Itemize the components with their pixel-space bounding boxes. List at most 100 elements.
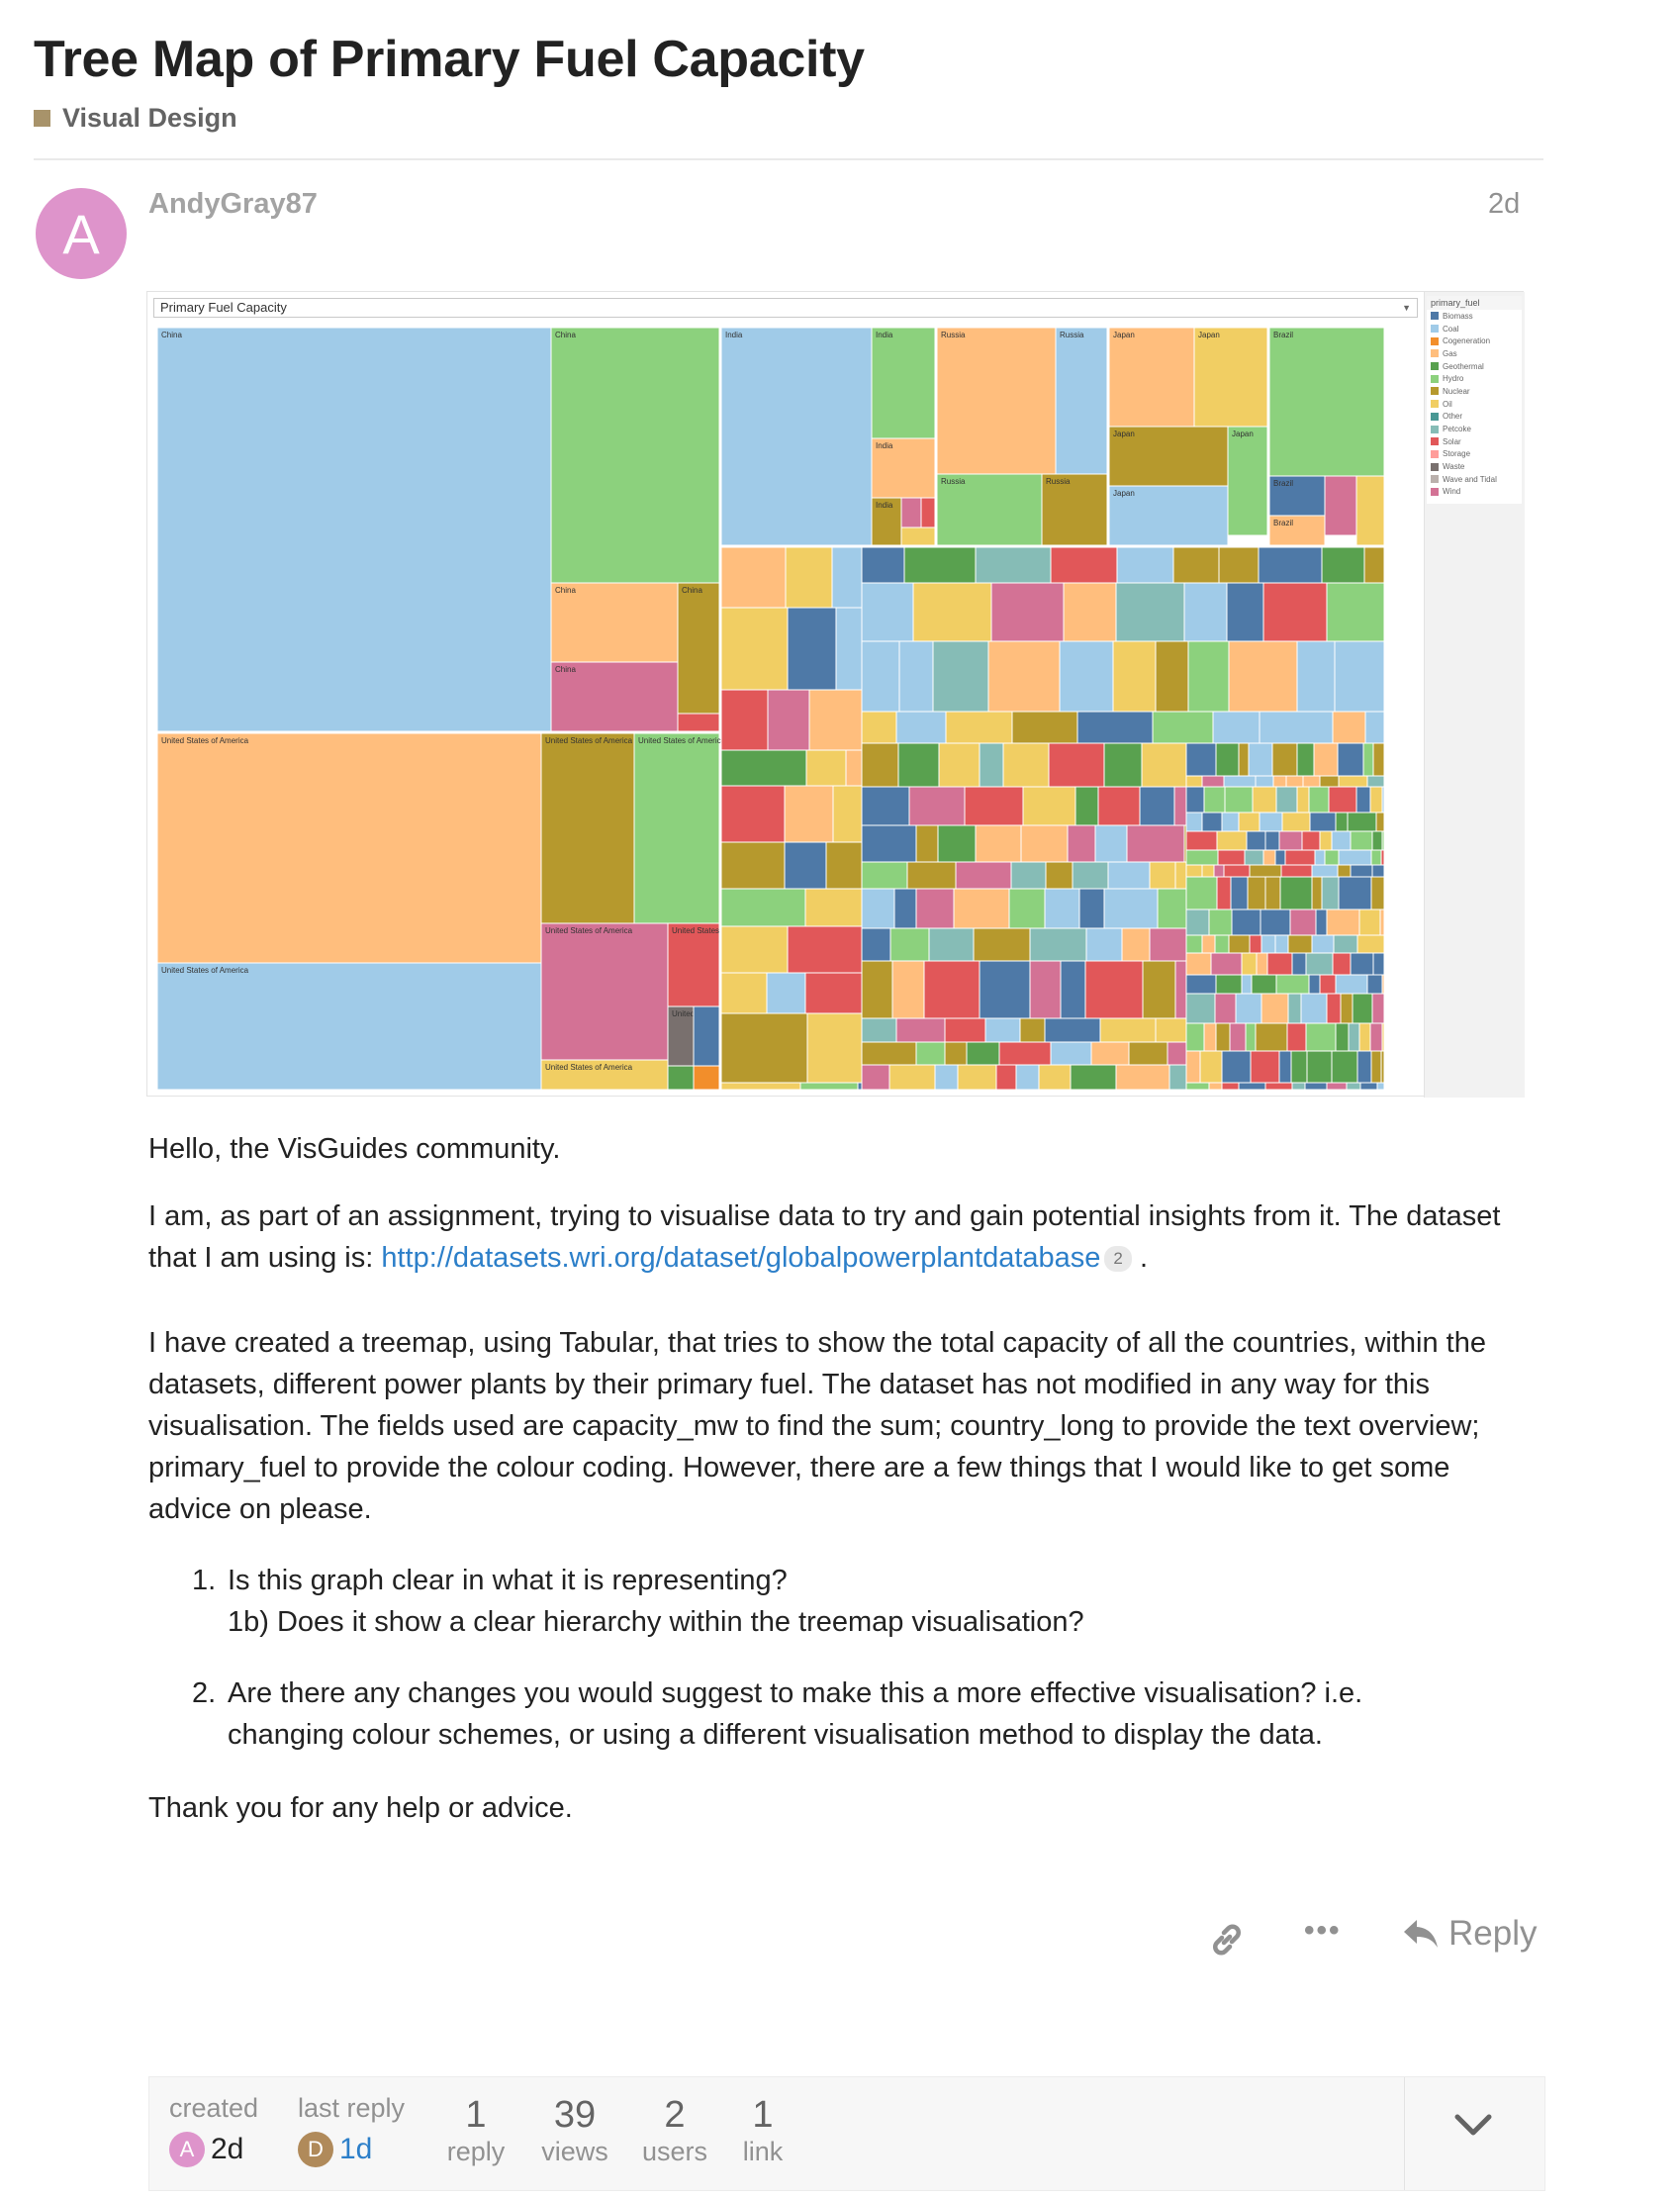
treemap-cell: [966, 1041, 1000, 1066]
avatar[interactable]: A: [169, 2132, 205, 2167]
treemap-cell: [1019, 1017, 1046, 1043]
treemap-cell-label: China: [555, 331, 576, 339]
treemap-cell: [893, 888, 917, 929]
last-reply-stat[interactable]: last reply D 1d: [298, 2093, 405, 2167]
treemap-cell: [1326, 908, 1360, 936]
treemap-cell: [861, 960, 893, 1019]
treemap-cell: [1185, 1022, 1205, 1052]
treemap-cell: [720, 925, 789, 974]
treemap-cell: [938, 742, 980, 788]
treemap-cell-label: Russia: [941, 477, 966, 486]
legend-item: Coal: [1427, 323, 1522, 335]
post-date[interactable]: 2d: [1488, 188, 1521, 220]
treemap-cell: [1266, 952, 1293, 976]
treemap-cell: [1363, 546, 1385, 584]
treemap-cell: [915, 1041, 946, 1066]
treemap-cell: [1321, 876, 1340, 910]
treemap-cell: [1364, 711, 1385, 744]
topic-title[interactable]: Tree Map of Primary Fuel Capacity: [34, 31, 865, 88]
treemap-cell: [805, 749, 847, 787]
treemap-cell: [1045, 861, 1073, 890]
treemap-cell: [825, 841, 863, 890]
treemap-cell-label: Japan: [1113, 430, 1135, 438]
treemap-cell: [1291, 952, 1307, 976]
treemap-cell: [1078, 888, 1105, 929]
treemap-cell: [1321, 546, 1365, 584]
treemap-cell: [1238, 742, 1250, 777]
list-line: Is this graph clear in what it is repres…: [228, 1565, 788, 1596]
legend-swatch: [1431, 400, 1439, 409]
treemap-cell: [1308, 786, 1330, 813]
link-icon[interactable]: [1207, 1920, 1247, 1960]
treemap-cell: [1334, 640, 1385, 713]
treemap-cell: [1072, 861, 1109, 890]
treemap-cell: [936, 473, 1043, 546]
treemap-cell: [1185, 908, 1210, 936]
treemap-cell: [1238, 1082, 1266, 1090]
chevron-down-icon[interactable]: [1453, 2111, 1493, 2141]
treemap-cell: [1185, 974, 1217, 995]
treemap-cell: [1381, 786, 1385, 813]
treemap-cell: [1108, 485, 1229, 546]
legend-label: Wave and Tidal: [1443, 474, 1497, 484]
treemap-cell: [998, 1041, 1052, 1066]
treemap-cell: [1337, 864, 1352, 878]
legend-item: Gas: [1427, 347, 1522, 360]
more-actions-button[interactable]: •••: [1304, 1914, 1342, 1947]
treemap-cell: [964, 786, 1024, 826]
reply-button[interactable]: Reply: [1403, 1914, 1537, 1954]
treemap-cell: [861, 711, 897, 744]
treemap-cell: [1201, 775, 1225, 788]
treemap-cell: [1044, 888, 1080, 929]
post-username[interactable]: AndyGray87: [148, 188, 318, 220]
visualization-title: Primary Fuel Capacity: [160, 300, 287, 315]
treemap-cell: [1370, 876, 1385, 910]
treemap-cell: [1213, 864, 1225, 878]
legend-item: Petcoke: [1427, 423, 1522, 435]
treemap-cell: [1338, 876, 1372, 910]
treemap-cell: [1063, 582, 1117, 642]
treemap-cell: [550, 328, 720, 584]
treemap-cell: [1108, 328, 1195, 428]
legend-swatch: [1431, 475, 1439, 484]
treemap-cell: [720, 749, 807, 787]
list-line: Are there any changes you would suggest …: [228, 1677, 1363, 1709]
avatar[interactable]: D: [298, 2132, 333, 2167]
treemap-cell: [1362, 742, 1374, 777]
treemap-cell: [1228, 640, 1298, 713]
category-badge[interactable]: Visual Design: [34, 103, 237, 134]
created-stat[interactable]: created A 2d: [169, 2093, 258, 2167]
treemap-cell: [871, 328, 936, 439]
treemap-cell: [720, 841, 786, 890]
last-reply-when: 1d: [339, 2133, 373, 2165]
legend-item: Solar: [1427, 435, 1522, 448]
avatar[interactable]: A: [36, 188, 127, 279]
treemap-cell: [784, 785, 834, 843]
treemap-cell: [784, 841, 827, 890]
list-text: Are there any changes you would suggest …: [228, 1673, 1504, 1756]
created-when: 2d: [211, 2133, 244, 2165]
treemap-cell: [898, 640, 934, 713]
legend-item: Waste: [1427, 460, 1522, 473]
treemap-cell: [1185, 742, 1217, 777]
treemap-cell-label: United States of America: [638, 736, 726, 745]
treemap-cell: [1208, 908, 1233, 936]
treemap-cell: [1306, 1050, 1333, 1084]
treemap-cell: [1221, 1050, 1252, 1084]
treemap-cell: [693, 1065, 720, 1090]
treemap-cell: [900, 526, 936, 546]
dataset-link[interactable]: http://datasets.wri.org/dataset/globalpo…: [381, 1242, 1101, 1274]
treemap-cell: [1371, 830, 1383, 851]
treemap-cell: [895, 711, 947, 744]
treemap-cell: [720, 546, 787, 609]
treemap-cell: [1185, 864, 1203, 878]
treemap-cell: [1358, 1022, 1371, 1052]
treemap-screenshot[interactable]: Primary Fuel Capacity ▼ primary_fuel Bio…: [146, 291, 1525, 1098]
treemap-cell: [1149, 927, 1187, 962]
treemap-cell: [861, 786, 910, 826]
treemap-cell: [1215, 1022, 1231, 1052]
treemap-cell: [1355, 786, 1371, 813]
treemap-cell: [1289, 908, 1317, 936]
visualization-title-bar: Primary Fuel Capacity ▼: [153, 298, 1418, 318]
treemap-cell: [785, 546, 833, 609]
